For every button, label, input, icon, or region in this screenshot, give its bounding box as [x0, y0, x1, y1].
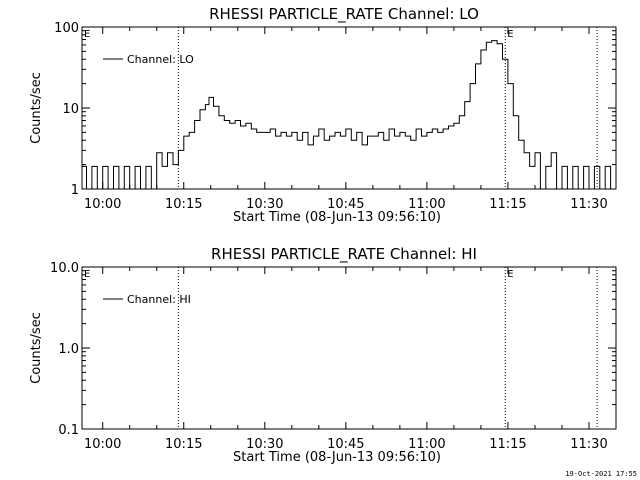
x-axis-label: Start Time (08-Jun-13 09:56:10)	[233, 450, 441, 465]
y-axis-label: Counts/sec	[29, 312, 44, 384]
x-tick-label: 10:00	[84, 197, 121, 212]
legend-label: Channel: HI	[127, 293, 191, 306]
x-tick-label: 11:30	[570, 197, 607, 212]
x-tick-label: 10:15	[165, 197, 202, 212]
plot-frame	[81, 266, 617, 430]
y-tick-label: 100	[54, 21, 79, 36]
x-tick-label: 10:30	[246, 437, 283, 452]
y-tick-label: 10	[62, 102, 79, 117]
x-tick-label: 10:45	[327, 437, 364, 452]
y-tick-label: 1.0	[58, 342, 79, 357]
y-tick-label: 1	[71, 183, 79, 198]
x-tick-label: 10:45	[327, 197, 364, 212]
start-marker-label: E	[84, 29, 90, 40]
x-tick-label: 11:30	[570, 437, 607, 452]
x-tick-label: 11:15	[489, 437, 526, 452]
y-tick-label: 0.1	[58, 423, 79, 438]
x-tick-label: 11:00	[408, 197, 445, 212]
y-tick-label: 10.0	[50, 261, 79, 276]
chart-title: RHESSI PARTICLE_RATE Channel: LO	[209, 5, 479, 24]
legend-label: Channel: LO	[127, 53, 194, 66]
y-axis-label: Counts/sec	[29, 72, 44, 144]
chart-panel-1: RHESSI PARTICLE_RATE Channel: LO 10:00 10:…	[29, 5, 617, 225]
start-marker-label: E	[84, 269, 90, 280]
x-tick-label: 11:00	[408, 437, 445, 452]
vertical-marker-label: E	[507, 269, 513, 280]
chart-title: RHESSI PARTICLE_RATE Channel: HI	[211, 245, 477, 264]
chart-panel-2: RHESSI PARTICLE_RATE Channel: HI 10:00 10:…	[29, 245, 617, 465]
x-tick-label: 10:30	[246, 197, 283, 212]
x-tick-label: 11:15	[489, 197, 526, 212]
x-tick-label: 10:00	[84, 437, 121, 452]
vertical-marker-label: E	[507, 29, 513, 40]
series-line-1	[82, 40, 616, 190]
x-tick-label: 10:15	[165, 437, 202, 452]
x-axis-label: Start Time (08-Jun-13 09:56:10)	[233, 210, 441, 225]
footer-timestamp: 19-Oct-2021 17:55	[565, 470, 637, 478]
